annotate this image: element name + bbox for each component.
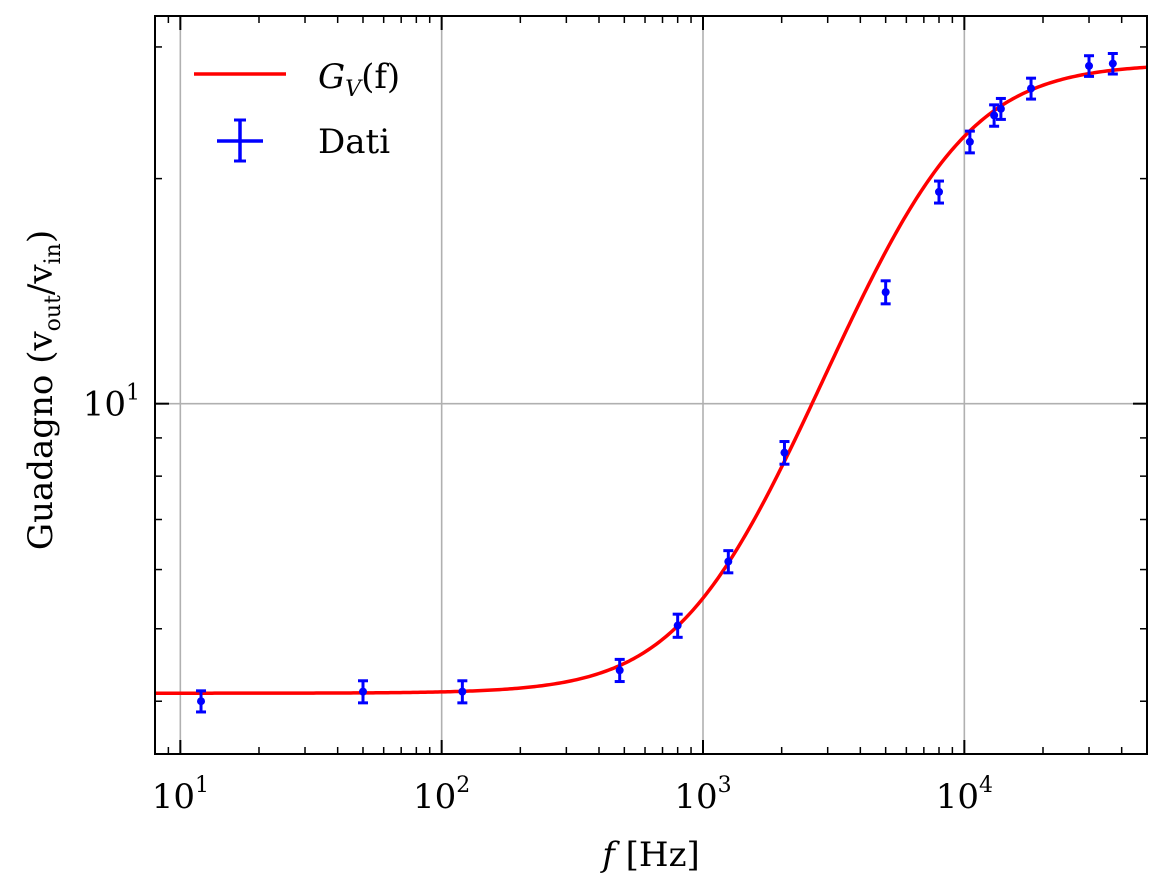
- data-marker: [724, 557, 733, 566]
- x-tick-label: 103: [674, 773, 731, 817]
- data-marker: [965, 137, 974, 146]
- y-axis-title: Guadagno (vout/vin): [21, 230, 66, 550]
- legend-label-data: Dati: [318, 122, 390, 162]
- data-point: [614, 657, 625, 684]
- model-curve: [155, 65, 1148, 695]
- data-marker: [996, 104, 1005, 113]
- data-marker: [1027, 84, 1036, 93]
- tick-labels: 101 102 103 104 101: [83, 381, 993, 817]
- x-tick-label: 101: [152, 773, 209, 817]
- data-point: [1026, 76, 1037, 101]
- model-curve-layer: [155, 65, 1148, 695]
- data-point: [357, 679, 368, 705]
- data-marker: [458, 687, 467, 696]
- legend-errorbar-swatch: [217, 118, 263, 163]
- data-marker: [990, 111, 999, 120]
- data-marker: [358, 687, 367, 696]
- data-marker: [197, 697, 206, 706]
- data-marker: [615, 666, 624, 675]
- x-tick-label: 102: [413, 773, 470, 817]
- data-point: [934, 179, 945, 205]
- data-point: [995, 96, 1006, 121]
- legend-label-model: GV(f): [318, 57, 400, 102]
- data-marker: [1108, 59, 1117, 68]
- grid-lines: [155, 16, 1147, 754]
- data-points-layer: [196, 52, 1118, 714]
- data-point: [989, 103, 1000, 128]
- data-point: [1084, 54, 1095, 78]
- data-point: [672, 612, 683, 639]
- legend: GV(f) Dati: [194, 57, 400, 163]
- y-tick-label: 101: [83, 381, 140, 425]
- data-marker: [881, 288, 890, 297]
- data-point: [1107, 52, 1118, 76]
- data-marker: [780, 448, 789, 457]
- data-marker: [673, 621, 682, 630]
- data-point: [196, 689, 207, 714]
- x-tick-label: 104: [936, 773, 993, 817]
- data-marker: [935, 187, 944, 196]
- data-marker: [1085, 61, 1094, 70]
- data-point: [723, 549, 734, 575]
- data-point: [964, 129, 975, 155]
- data-point: [779, 440, 790, 466]
- plot-frame: [154, 15, 1148, 755]
- data-point: [457, 679, 468, 705]
- x-axis-title: f [Hz]: [599, 835, 700, 875]
- data-point: [880, 279, 891, 306]
